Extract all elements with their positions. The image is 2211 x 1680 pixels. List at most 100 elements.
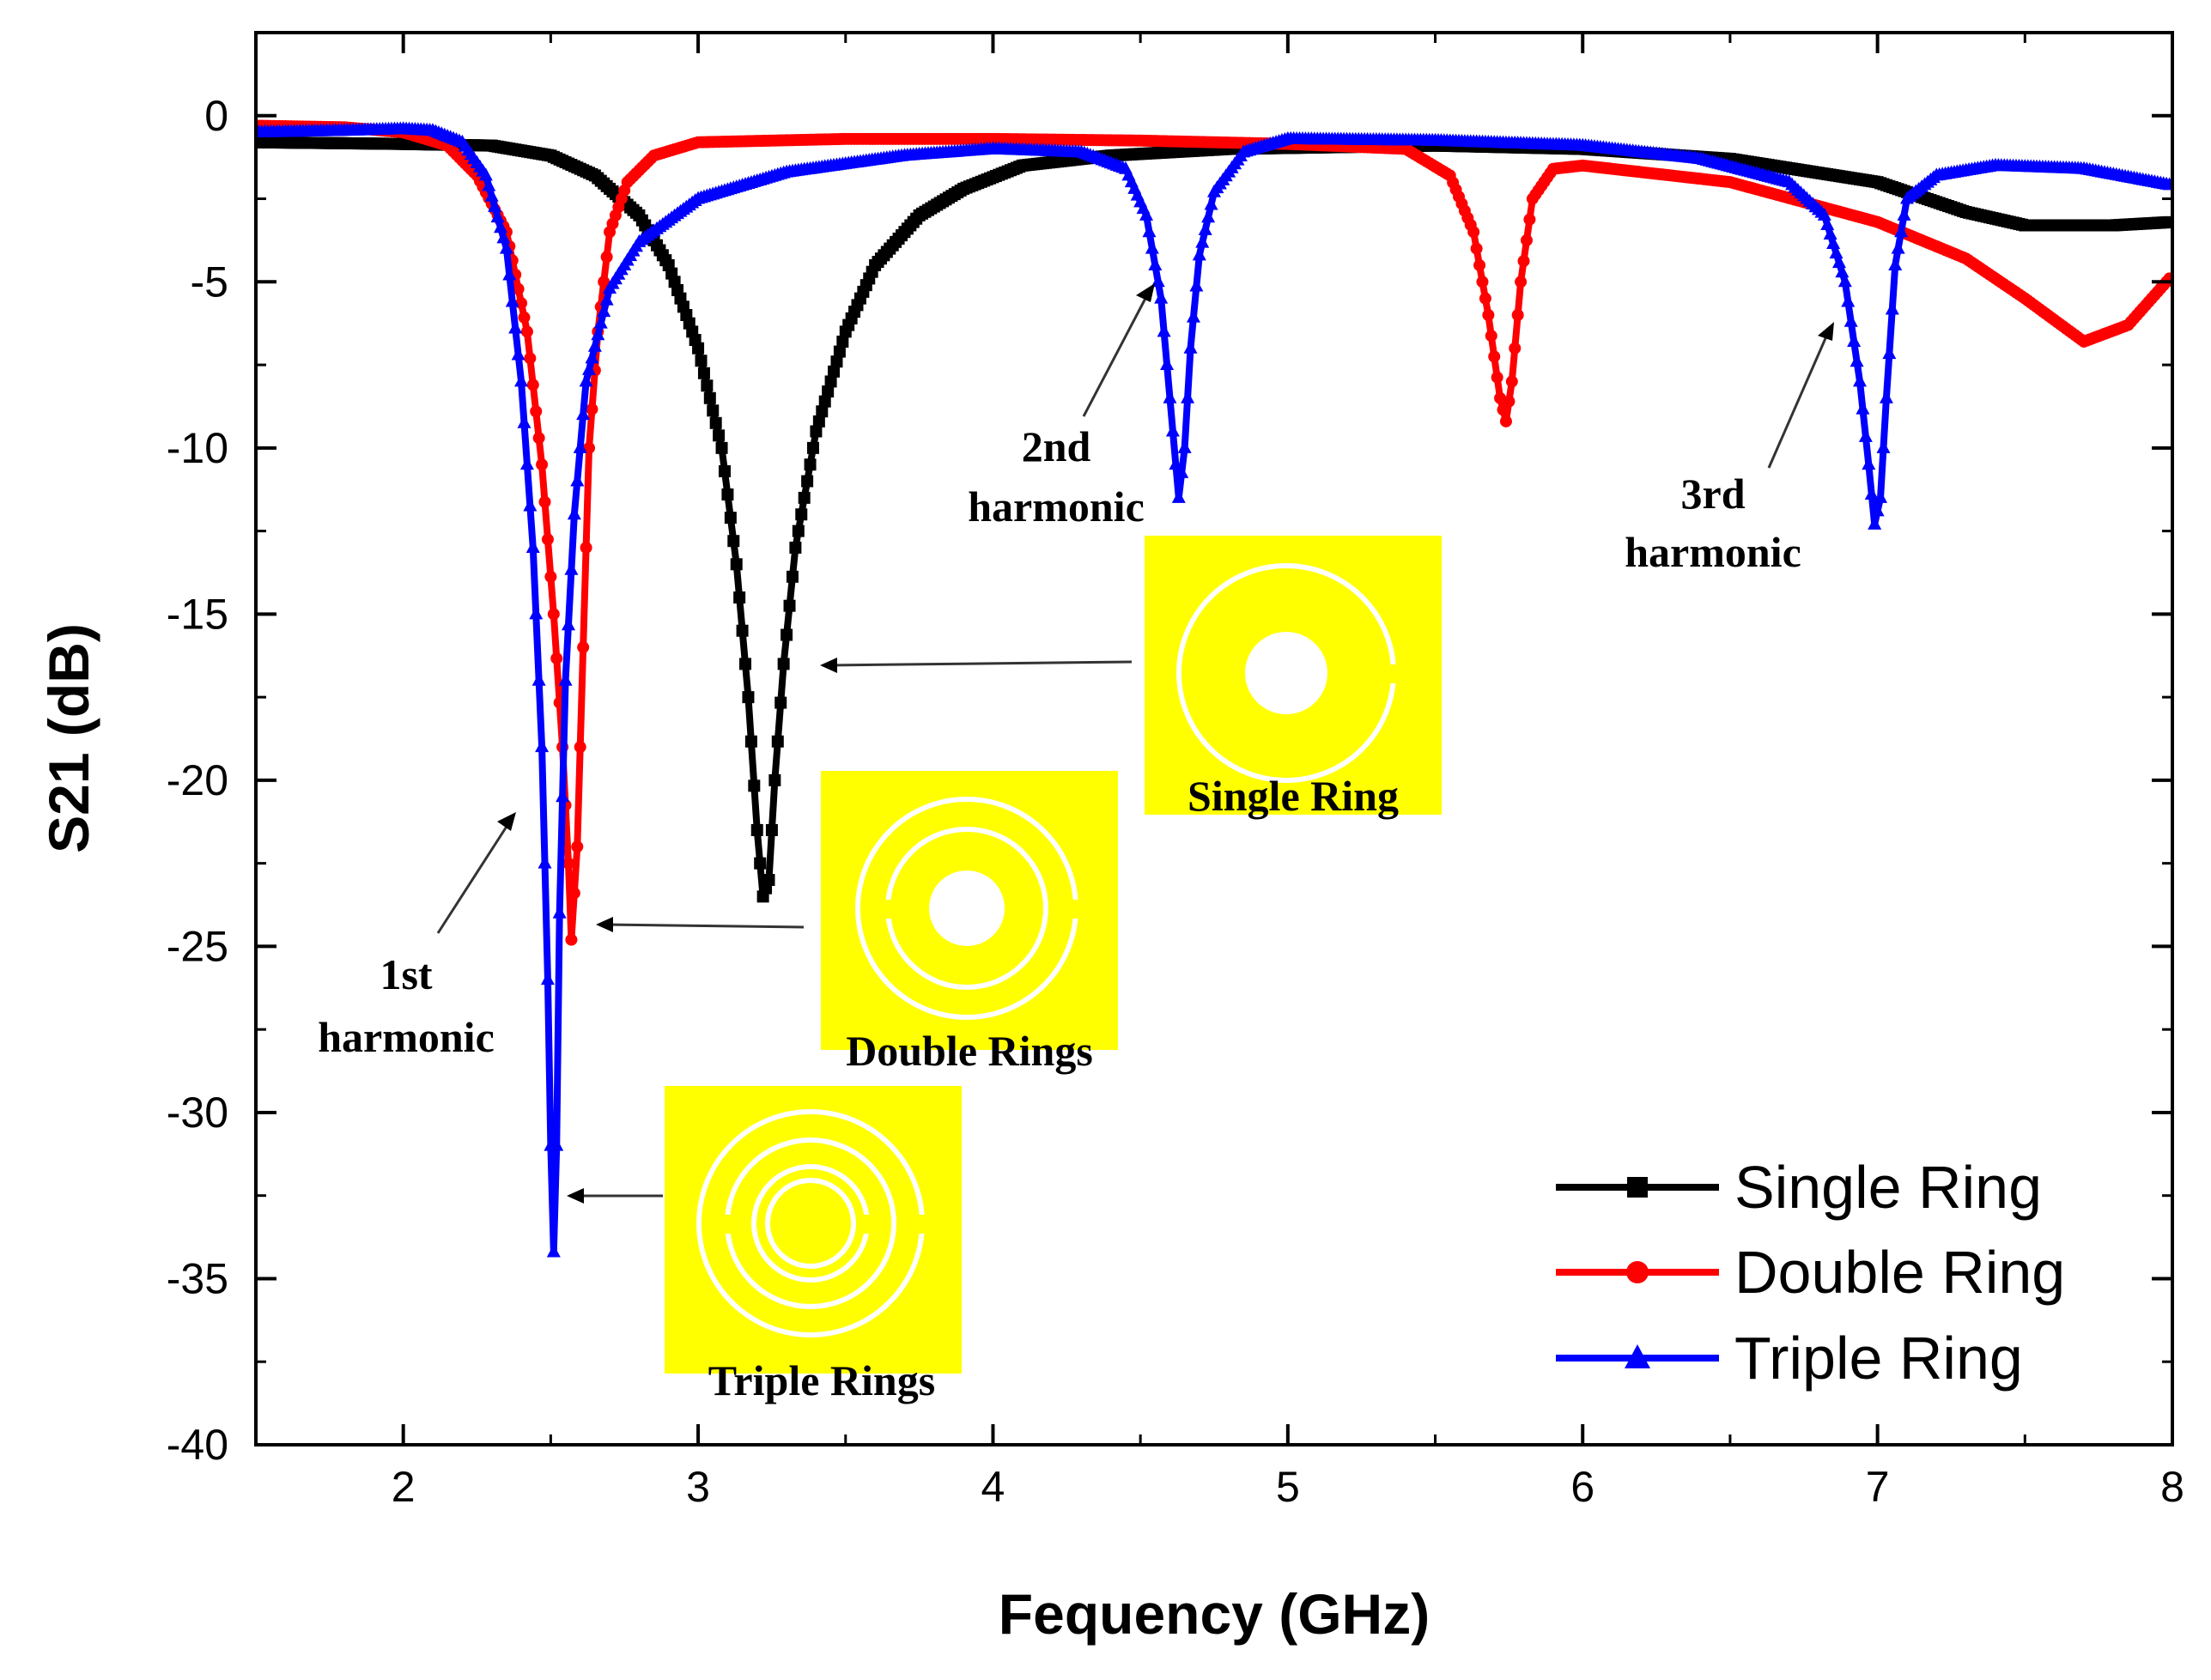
data-point [715,441,728,454]
data-point [824,375,837,388]
data-point [508,320,523,334]
data-point [585,350,599,364]
plot-frame [254,31,2174,1446]
data-point [558,672,573,686]
data-point [514,373,529,387]
y-tick-label: -10 [167,424,228,472]
data-point [1850,354,1864,367]
annotation-line-2: harmonic [968,482,1145,531]
data-point [695,355,708,367]
data-point [1473,258,1486,271]
data-point [828,365,841,378]
data-point [2163,215,2172,228]
data-point [816,405,829,418]
data-point [1204,197,1218,210]
data-point [587,338,602,352]
data-point [1517,255,1530,268]
data-point [1820,216,1835,230]
data-point [804,458,817,471]
ring-center-hole [1245,632,1327,714]
data-point [478,167,493,181]
x-axis-title: Fequency (GHz) [999,1582,1430,1646]
data-point [484,188,499,202]
data-point [701,379,714,392]
legend-swatch-marker [1626,1261,1649,1283]
annotation-arrow [1767,330,1831,469]
data-point [1520,234,1533,246]
data-point [727,535,740,548]
axis-ticks [254,33,2174,1446]
data-point [1470,242,1483,255]
pointer-arrow-head [820,658,837,673]
annotation-line-1: 1st [380,950,432,998]
data-point [552,905,567,919]
data-point [1817,207,1831,221]
y-tick-label: -20 [167,756,228,804]
data-point [502,267,517,281]
outer-ring-gap [1069,900,1083,919]
data-point [593,315,608,329]
x-tick-label: 8 [2160,1463,2184,1511]
data-point [519,457,534,470]
data-point [544,570,557,583]
data-point [697,367,710,379]
data-point [1831,255,1846,269]
data-point [1169,457,1183,470]
data-point [564,561,579,575]
data-point [1523,213,1536,226]
pointer-arrow-head [567,1188,584,1204]
data-point [573,440,587,453]
data-point [570,473,585,487]
data-point [781,628,793,641]
series-line [256,125,2172,1256]
x-tick-label: 6 [1570,1463,1594,1511]
data-point [1157,324,1171,337]
data-point [530,405,543,418]
data-point [713,429,726,442]
data-point [538,495,551,508]
data-point [1868,516,1882,530]
data-point [801,475,814,488]
data-point [532,432,545,445]
data-point [512,282,525,295]
annotation-line-2: harmonic [1625,528,1801,576]
data-point [531,672,546,686]
data-point [798,491,811,504]
annotation-line-1: 3rd [1681,470,1746,518]
data-point [494,220,508,234]
ring-center-hole [929,870,1005,946]
data-point [1874,489,1888,503]
y-tick-label: 0 [204,92,228,140]
data-point [1894,224,1909,238]
ring-gap [1387,664,1400,683]
data-point [1503,395,1516,408]
y-tick-label: -5 [191,258,228,306]
data-point [482,178,496,191]
data-point [1145,240,1159,254]
y-tick-label: -25 [167,922,228,970]
data-point [1509,342,1522,355]
data-point [833,345,846,358]
data-point [822,385,835,398]
legend-item-double-ring: Double Ring [1556,1239,2065,1306]
data-point [792,525,805,537]
x-tick-label: 4 [981,1463,1005,1511]
middle-ring-gap [720,1215,733,1234]
data-point [1876,440,1891,453]
data-point [517,415,531,428]
legend: Single Ring Double Ring Triple Ring [1556,1154,2065,1392]
data-point [600,251,613,264]
data-point [1897,207,1911,221]
outer-ring-gap [915,1215,929,1234]
data-point [1853,373,1868,387]
pointer-double-rings [604,923,805,929]
data-point [511,347,525,361]
data-point [535,739,550,753]
data-point [1139,207,1154,221]
data-point [1142,224,1157,238]
data-point [1891,240,1905,254]
y-axis-title: S21 (dB) [37,623,100,853]
data-point [547,608,560,621]
x-tick-label: 5 [1276,1463,1300,1511]
